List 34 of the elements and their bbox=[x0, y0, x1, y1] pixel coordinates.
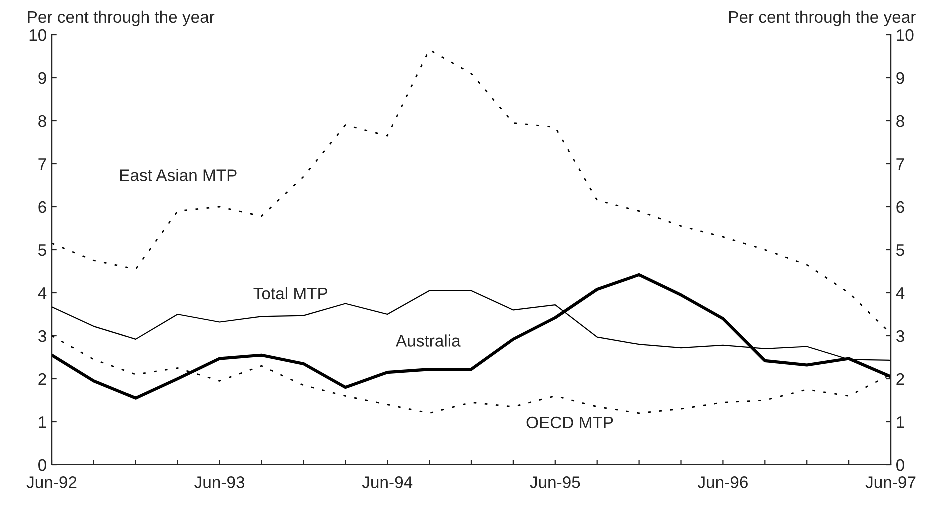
y2-tick-label: 0 bbox=[896, 459, 904, 472]
series-label: OECD MTP bbox=[526, 416, 614, 429]
y-tick-label: 1 bbox=[39, 416, 46, 428]
y2-tick-label: 2 bbox=[896, 373, 904, 386]
x-tick-label: Jun-93 bbox=[194, 476, 245, 488]
y-axis-title: Per cent through the year bbox=[28, 10, 215, 26]
y-tick-label: 9 bbox=[38, 72, 46, 84]
x-tick-label: Jun-95 bbox=[530, 476, 580, 488]
y2-tick-label: 9 bbox=[896, 72, 904, 84]
y2-tick-label: 8 bbox=[896, 115, 904, 128]
x-tick-label: Jun-96 bbox=[698, 476, 748, 488]
y2-tick-label: 6 bbox=[896, 201, 904, 214]
y-tick-label: 7 bbox=[38, 158, 46, 170]
y2-tick-label: 7 bbox=[896, 158, 904, 170]
y-tick-label: 10 bbox=[30, 29, 46, 42]
x-tick-label: Jun-92 bbox=[26, 476, 77, 488]
y2-tick-label: 1 bbox=[897, 416, 904, 428]
y-tick-label: 6 bbox=[38, 201, 46, 214]
series-label: East Asian MTP bbox=[120, 169, 237, 182]
y-tick-label: 0 bbox=[38, 459, 46, 472]
x-tick-label: Jun-97 bbox=[866, 476, 916, 488]
y-tick-label: 5 bbox=[38, 244, 46, 256]
y2-tick-label: 10 bbox=[897, 29, 914, 42]
y2-tick-label: 3 bbox=[896, 330, 904, 342]
y-tick-label: 4 bbox=[38, 288, 47, 300]
y-tick-label: 3 bbox=[38, 330, 46, 342]
y2-tick-label: 5 bbox=[896, 244, 904, 256]
x-tick-label: Jun-94 bbox=[362, 476, 413, 488]
y-tick-label: 2 bbox=[38, 373, 46, 386]
series-label: Total MTP bbox=[254, 287, 328, 300]
series-label: Australia bbox=[396, 334, 461, 347]
y2-axis-title: Per cent through the year bbox=[729, 10, 916, 26]
y2-tick-label: 4 bbox=[896, 288, 905, 300]
y-tick-label: 8 bbox=[38, 115, 46, 128]
